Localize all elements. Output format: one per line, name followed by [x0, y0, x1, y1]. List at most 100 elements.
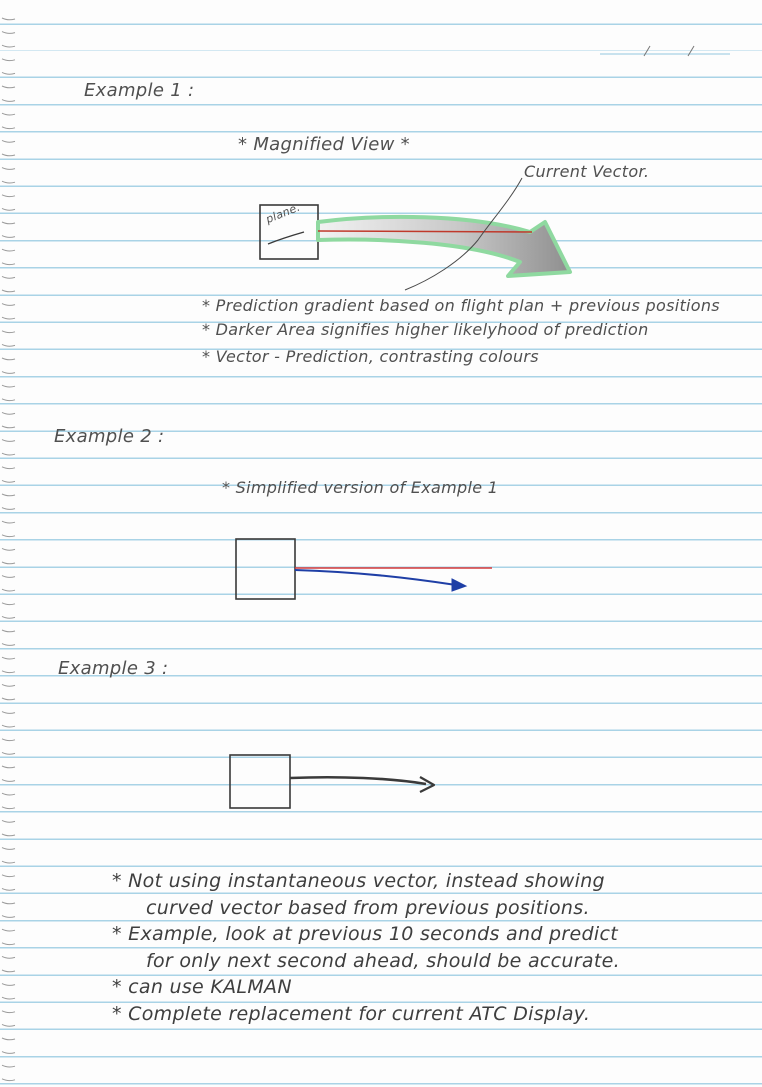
example3-heading: Example 3 : — [58, 658, 169, 679]
margin-tick — [1, 847, 16, 850]
example2-note: * Simplified version of Example 1 — [222, 478, 499, 497]
example1-bullet-1: * Prediction gradient based on flight pl… — [202, 296, 720, 315]
margin-tick — [1, 792, 16, 796]
margin-tick — [1, 670, 16, 674]
margin-tick — [1, 44, 16, 48]
margin-tick — [1, 425, 16, 429]
example3-box — [229, 754, 291, 809]
margin-tick — [1, 996, 16, 1000]
current-vector-line — [317, 230, 533, 233]
example1-bullet-3: * Vector - Prediction, contrasting colou… — [202, 347, 539, 366]
current-vector-label: Current Vector. — [524, 162, 650, 181]
margin-tick — [1, 99, 16, 102]
current-vector-leader — [404, 177, 523, 291]
margin-tick — [1, 71, 16, 75]
example3-curved-vector — [289, 775, 427, 786]
margin-tick — [1, 547, 16, 551]
magnified-view-title: * Magnified View * — [238, 134, 410, 155]
margin-tick — [1, 751, 16, 755]
margin-tick — [1, 901, 16, 905]
margin-tick — [1, 928, 16, 932]
margin-tick — [1, 819, 16, 823]
margin-tick — [1, 248, 16, 252]
margin-tick — [1, 860, 16, 864]
margin-tick — [1, 942, 16, 946]
margin-tick — [1, 235, 16, 238]
margin-tick — [1, 1010, 16, 1014]
margin-tick — [1, 330, 16, 334]
margin-tick — [1, 17, 16, 21]
margin-tick — [1, 221, 16, 225]
date-line — [600, 45, 730, 57]
margin-tick — [1, 887, 16, 891]
margin-tick — [1, 588, 16, 592]
margin-tick — [1, 194, 16, 198]
example2-box — [235, 538, 296, 600]
margin-tick — [1, 779, 16, 782]
margin-tick — [1, 643, 16, 646]
margin-tick — [1, 139, 16, 143]
margin-tick — [1, 207, 16, 211]
example2-heading: Example 2 : — [54, 426, 165, 447]
margin-tick — [1, 357, 16, 361]
margin-tick — [1, 1023, 16, 1027]
margin-tick — [1, 1037, 16, 1041]
margin-tick — [1, 874, 16, 878]
summary-line-1: * Not using instantaneous vector, instea… — [112, 870, 605, 892]
margin-tick — [1, 507, 16, 510]
margin-tick — [1, 112, 16, 116]
summary-line-2: curved vector based from previous positi… — [146, 897, 590, 919]
margin-tick — [1, 969, 16, 973]
margin-tick — [1, 167, 16, 170]
example2-prediction-vector — [294, 569, 457, 586]
margin-tick — [1, 126, 16, 130]
margin-tick — [1, 289, 16, 293]
margin-tick — [1, 452, 16, 456]
margin-tick — [1, 85, 16, 89]
margin-tick — [1, 398, 16, 402]
margin-tick — [1, 303, 16, 306]
summary-line-4: for only next second ahead, should be ac… — [146, 950, 620, 972]
margin-tick — [1, 343, 16, 347]
margin-tick — [1, 466, 16, 470]
margin-tick — [1, 520, 16, 524]
example3-arrowhead — [419, 776, 436, 793]
margin-tick — [1, 656, 16, 660]
margin-tick — [1, 411, 16, 415]
margin-tick — [1, 615, 16, 619]
margin-tick — [1, 683, 16, 687]
summary-line-6: * Complete replacement for current ATC D… — [112, 1003, 591, 1025]
summary-line-5: * can use KALMAN — [112, 976, 292, 998]
margin-tick — [1, 955, 16, 959]
margin-tick — [1, 738, 16, 742]
margin-tick — [1, 439, 16, 442]
margin-tick — [1, 58, 16, 62]
margin-tick — [1, 534, 16, 538]
margin-tick — [1, 275, 16, 279]
margin-tick — [1, 765, 16, 769]
margin-tick — [1, 493, 16, 497]
margin-tick — [1, 806, 16, 810]
example1-heading: Example 1 : — [84, 80, 195, 101]
margin-tick — [1, 602, 16, 606]
margin-tick — [1, 697, 16, 701]
margin-tick — [1, 316, 16, 320]
margin-tick — [1, 724, 16, 728]
example1-bullet-2: * Darker Area signifies higher likelyhoo… — [202, 320, 649, 339]
margin-tick — [1, 833, 16, 837]
margin-tick — [1, 384, 16, 388]
margin-tick — [1, 983, 16, 986]
margin-tick — [1, 915, 16, 918]
margin-tick — [1, 575, 16, 578]
margin-ticks — [1, 17, 16, 1082]
margin-tick — [1, 180, 16, 184]
margin-tick — [1, 1064, 16, 1068]
margin-tick — [1, 1078, 16, 1082]
margin-tick — [1, 262, 16, 266]
margin-tick — [1, 1051, 16, 1054]
margin-tick — [1, 479, 16, 483]
